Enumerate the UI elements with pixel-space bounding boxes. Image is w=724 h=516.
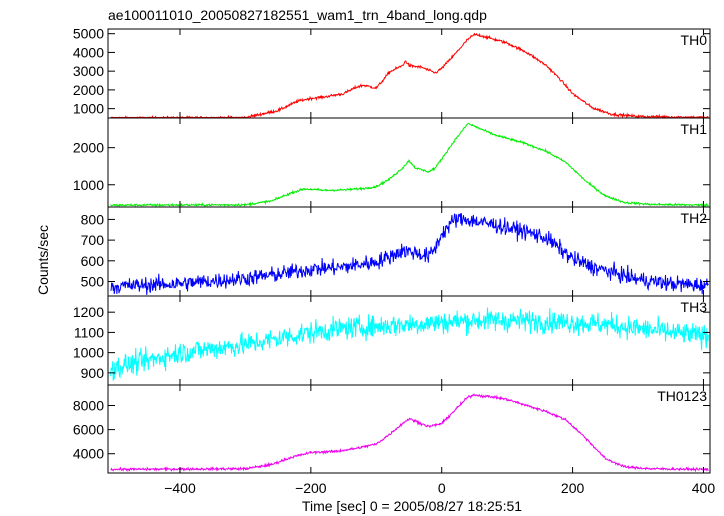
series-line-th0123 [110, 393, 709, 473]
y-tick-label: 5000 [73, 26, 104, 42]
series-line-th2 [110, 213, 709, 295]
series-label-th1: TH1 [681, 121, 708, 137]
y-tick-label: 8000 [73, 397, 104, 413]
y-tick-label: 500 [81, 274, 105, 290]
series-label-th0123: TH0123 [657, 388, 707, 404]
y-tick-label: 2000 [73, 82, 104, 98]
x-tick-label: 200 [561, 480, 585, 496]
y-tick-label: 1000 [73, 177, 104, 193]
panel-frame [107, 28, 711, 119]
x-axis-label: Time [sec] 0 = 2005/08/27 18:25:51 [302, 498, 522, 514]
panel-th0: 1000 2000 3000 4000 5000 TH0 [73, 26, 711, 119]
series-label-th2: TH2 [681, 210, 708, 226]
panel-frame [107, 384, 711, 474]
panel-th2: 500 600 700 800 TH2 [81, 206, 711, 297]
y-tick-label: 1000 [73, 345, 104, 361]
y-axis-label: Counts/sec [35, 225, 51, 295]
y-tick-label: 900 [81, 365, 105, 381]
series-line-th3 [110, 307, 709, 381]
series-line-th0 [110, 32, 709, 119]
y-tick-label: 1100 [74, 324, 104, 340]
y-tick-label: 4000 [73, 44, 104, 60]
panel-th0123: 4000 6000 8000 TH0123 [73, 384, 711, 474]
panel-th1: 1000 2000 TH1 [73, 117, 711, 208]
panel-frame [107, 295, 711, 386]
x-tick-label: 0 [438, 480, 446, 496]
y-tick-label: 1200 [73, 304, 104, 320]
series-line-th1 [110, 122, 709, 208]
y-tick-label: 4000 [73, 446, 104, 462]
y-tick-label: 2000 [73, 140, 104, 156]
panel-frame [107, 117, 711, 208]
y-tick-label: 3000 [73, 63, 104, 79]
y-tick-label: 600 [81, 253, 105, 269]
series-label-th3: TH3 [681, 299, 708, 315]
y-tick-label: 6000 [73, 422, 104, 438]
panel-th3: 900 1000 1100 1200 TH3 [73, 295, 711, 386]
series-label-th0: TH0 [681, 32, 708, 48]
y-tick-label: 700 [81, 232, 105, 248]
y-tick-label: 1000 [73, 101, 104, 117]
chart-title: ae100011010_20050827182551_wam1_trn_4ban… [108, 7, 487, 23]
x-tick-label: −400 [164, 480, 196, 496]
y-tick-label: 800 [81, 211, 105, 227]
x-tick-label: −200 [295, 480, 327, 496]
x-tick-label: 400 [692, 480, 716, 496]
